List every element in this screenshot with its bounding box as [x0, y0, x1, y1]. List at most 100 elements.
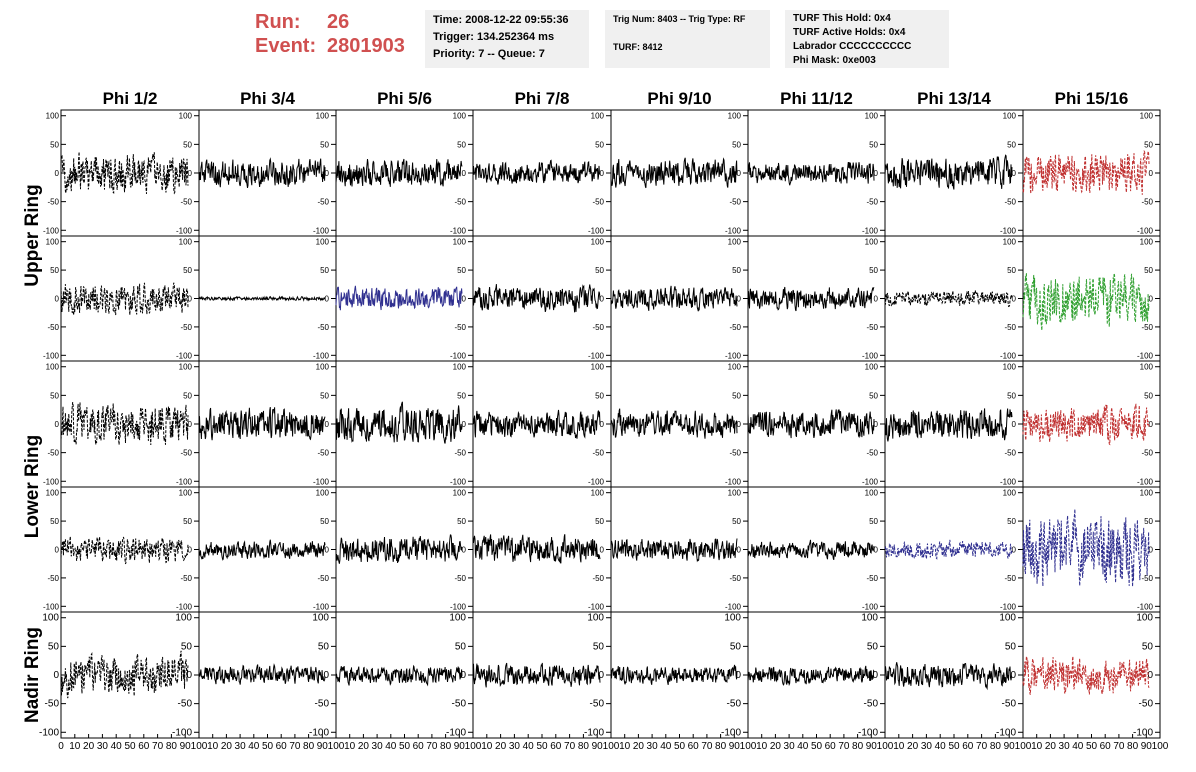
y-tick-label: 100 [1140, 112, 1154, 121]
y-tick-label: -50 [1004, 323, 1016, 332]
x-tick-label: 60 [688, 741, 700, 752]
x-tick-label: 70 [289, 741, 301, 752]
x-tick-label: 60 [825, 741, 837, 752]
y-tick-label: -50 [452, 699, 467, 710]
y-tick-label: 100 [453, 238, 467, 247]
y-tick-label: -100 [450, 477, 467, 486]
waveform-trace [1022, 403, 1150, 446]
waveform-trace [60, 535, 189, 565]
x-tick-label: 10 [756, 741, 768, 752]
y-tick-label: 0 [460, 670, 466, 681]
y-tick-label: -50 [1141, 574, 1153, 583]
time-line: Time: 2008-12-22 09:55:36 [433, 14, 569, 26]
x-tick-label: 90 [317, 741, 329, 752]
y-tick-label: 100 [316, 489, 330, 498]
x-tick-label: 40 [935, 741, 947, 752]
y-tick-label: 0 [1012, 546, 1017, 555]
x-tick-label: 20 [83, 741, 95, 752]
x-tick-label: 20 [495, 741, 507, 752]
x-tick-label: 90 [454, 741, 466, 752]
waveform-trace [1022, 149, 1150, 195]
x-tick-label: 10 [893, 741, 905, 752]
waveform-trace [60, 282, 189, 316]
y-tick-label: -50 [592, 574, 604, 583]
y-tick-label: 100 [175, 613, 192, 624]
y-tick-label: -50 [47, 198, 59, 207]
y-tick-label: -100 [450, 602, 467, 611]
waveform-trace [472, 409, 601, 439]
x-tick-label: 40 [248, 741, 260, 752]
y-tick-label: -50 [317, 323, 329, 332]
y-tick-label: -50 [1139, 699, 1154, 710]
x-tick-label: 90 [729, 741, 741, 752]
x-tick-label: 10 [207, 741, 219, 752]
y-tick-label: -100 [858, 727, 878, 738]
x-tick-label: 100 [465, 741, 482, 752]
waveform-trace [884, 154, 1013, 190]
labrador-line: Labrador CCCCCCCCCC [793, 41, 912, 52]
x-tick-label: 30 [509, 741, 521, 752]
x-tick-label: 20 [358, 741, 370, 752]
y-tick-label: 50 [48, 641, 60, 652]
x-tick-label: 30 [235, 741, 247, 752]
x-tick-label: 100 [740, 741, 757, 752]
y-tick-label: -50 [1141, 323, 1153, 332]
waveform-trace [747, 409, 875, 439]
y-tick-label: -100 [1133, 727, 1153, 738]
y-tick-label: -100 [43, 226, 60, 235]
y-tick-label: -100 [176, 477, 193, 486]
y-tick-label: 100 [861, 613, 878, 624]
x-tick-label: 80 [166, 741, 178, 752]
x-tick-label: 50 [262, 741, 274, 752]
y-tick-label: 50 [320, 391, 329, 400]
y-tick-label: -100 [43, 602, 60, 611]
x-tick-label: 50 [948, 741, 960, 752]
y-tick-label: 100 [46, 112, 60, 121]
panel-frame [884, 109, 1024, 237]
y-tick-label: 50 [318, 641, 330, 652]
y-tick-label: -100 [176, 226, 193, 235]
trig-num-line: Trig Num: 8403 -- Trig Type: RF [613, 14, 746, 24]
y-tick-label: 50 [869, 140, 878, 149]
column-header: Phi 13/14 [917, 89, 991, 108]
x-tick-label: 40 [385, 741, 397, 752]
y-tick-label: -50 [727, 699, 742, 710]
x-tick-label: 30 [921, 741, 933, 752]
y-tick-label: 100 [591, 112, 605, 121]
waveform-trace [472, 662, 601, 688]
y-tick-label: 0 [186, 670, 192, 681]
y-tick-label: 50 [183, 140, 192, 149]
waveform-trace [472, 159, 601, 185]
y-tick-label: 0 [55, 295, 60, 304]
x-tick-label: 50 [124, 741, 136, 752]
y-tick-label: 0 [1012, 169, 1017, 178]
y-tick-label: 50 [732, 391, 741, 400]
y-tick-label: 100 [453, 112, 467, 121]
y-tick-label: 100 [728, 112, 742, 121]
y-tick-label: 50 [1144, 517, 1153, 526]
y-tick-label: 100 [1003, 238, 1017, 247]
y-tick-label: 100 [865, 489, 879, 498]
y-tick-label: 0 [737, 169, 742, 178]
x-tick-label: 40 [797, 741, 809, 752]
y-tick-label: 100 [1140, 238, 1154, 247]
waveform-trace [60, 402, 189, 446]
x-tick-label: 40 [1072, 741, 1084, 752]
y-tick-label: -100 [1000, 351, 1017, 360]
x-tick-label: 70 [701, 741, 713, 752]
x-tick-label: 60 [1100, 741, 1112, 752]
y-tick-label: -100 [725, 226, 742, 235]
x-tick-label: 20 [907, 741, 919, 752]
y-tick-label: 0 [188, 295, 193, 304]
waveform-trace [472, 284, 601, 313]
turf-hold-line: TURF This Hold: 0x4 [793, 13, 891, 24]
waveform-trace [747, 539, 875, 560]
waveform-trace [610, 285, 738, 312]
x-tick-label: 20 [633, 741, 645, 752]
y-tick-label: -50 [866, 449, 878, 458]
x-tick-label: 90 [866, 741, 878, 752]
y-tick-label: 100 [316, 112, 330, 121]
y-tick-label: 50 [455, 641, 467, 652]
y-tick-label: -50 [454, 574, 466, 583]
